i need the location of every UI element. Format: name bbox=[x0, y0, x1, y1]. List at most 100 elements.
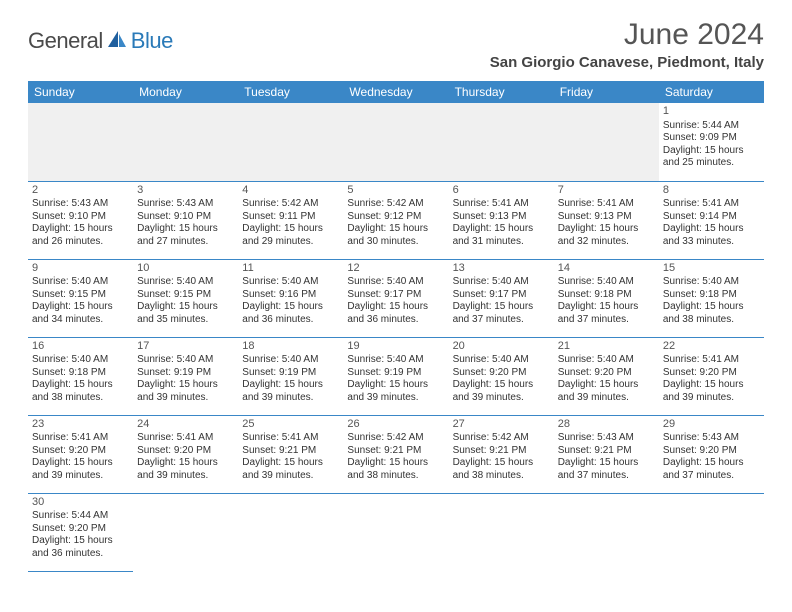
day-number: 18 bbox=[242, 340, 339, 354]
calendar-cell: 3Sunrise: 5:43 AMSunset: 9:10 PMDaylight… bbox=[133, 181, 238, 259]
sunrise-line: Sunrise: 5:40 AM bbox=[242, 354, 339, 367]
sunrise-line: Sunrise: 5:44 AM bbox=[32, 510, 129, 523]
calendar-cell: 19Sunrise: 5:40 AMSunset: 9:19 PMDayligh… bbox=[343, 337, 448, 415]
sunrise-line: Sunrise: 5:41 AM bbox=[137, 432, 234, 445]
sunset-line: Sunset: 9:21 PM bbox=[453, 445, 550, 458]
daylight-line: Daylight: 15 hours and 27 minutes. bbox=[137, 223, 234, 248]
sunset-line: Sunset: 9:10 PM bbox=[32, 211, 129, 224]
sunset-line: Sunset: 9:17 PM bbox=[347, 289, 444, 302]
sunset-line: Sunset: 9:13 PM bbox=[453, 211, 550, 224]
day-number: 17 bbox=[137, 340, 234, 354]
calendar-cell: 24Sunrise: 5:41 AMSunset: 9:20 PMDayligh… bbox=[133, 415, 238, 493]
day-number: 27 bbox=[453, 418, 550, 432]
day-number: 10 bbox=[137, 262, 234, 276]
day-number: 19 bbox=[347, 340, 444, 354]
sunset-line: Sunset: 9:21 PM bbox=[558, 445, 655, 458]
calendar-cell: 12Sunrise: 5:40 AMSunset: 9:17 PMDayligh… bbox=[343, 259, 448, 337]
calendar-cell: 16Sunrise: 5:40 AMSunset: 9:18 PMDayligh… bbox=[28, 337, 133, 415]
day-number: 30 bbox=[32, 496, 129, 510]
calendar-cell: 7Sunrise: 5:41 AMSunset: 9:13 PMDaylight… bbox=[554, 181, 659, 259]
calendar-cell bbox=[554, 103, 659, 181]
sunrise-line: Sunrise: 5:40 AM bbox=[453, 354, 550, 367]
sunset-line: Sunset: 9:14 PM bbox=[663, 211, 760, 224]
calendar-cell: 28Sunrise: 5:43 AMSunset: 9:21 PMDayligh… bbox=[554, 415, 659, 493]
sunrise-line: Sunrise: 5:42 AM bbox=[347, 432, 444, 445]
daylight-line: Daylight: 15 hours and 38 minutes. bbox=[453, 457, 550, 482]
calendar-week: 30Sunrise: 5:44 AMSunset: 9:20 PMDayligh… bbox=[28, 493, 764, 571]
day-number: 6 bbox=[453, 184, 550, 198]
calendar-cell: 20Sunrise: 5:40 AMSunset: 9:20 PMDayligh… bbox=[449, 337, 554, 415]
dayname-thu: Thursday bbox=[449, 81, 554, 103]
sunset-line: Sunset: 9:20 PM bbox=[663, 367, 760, 380]
sunset-line: Sunset: 9:21 PM bbox=[347, 445, 444, 458]
day-number: 26 bbox=[347, 418, 444, 432]
daylight-line: Daylight: 15 hours and 39 minutes. bbox=[32, 457, 129, 482]
calendar-cell: 30Sunrise: 5:44 AMSunset: 9:20 PMDayligh… bbox=[28, 493, 133, 571]
daylight-line: Daylight: 15 hours and 25 minutes. bbox=[663, 145, 760, 170]
day-number: 22 bbox=[663, 340, 760, 354]
daylight-line: Daylight: 15 hours and 38 minutes. bbox=[663, 301, 760, 326]
sunrise-line: Sunrise: 5:40 AM bbox=[242, 276, 339, 289]
brand-general: General bbox=[28, 28, 103, 54]
calendar-cell bbox=[343, 103, 448, 181]
day-number: 28 bbox=[558, 418, 655, 432]
day-number: 20 bbox=[453, 340, 550, 354]
sunset-line: Sunset: 9:20 PM bbox=[663, 445, 760, 458]
calendar-cell bbox=[449, 103, 554, 181]
calendar-page: General Blue June 2024 San Giorgio Canav… bbox=[0, 0, 792, 582]
daylight-line: Daylight: 15 hours and 39 minutes. bbox=[137, 457, 234, 482]
sunset-line: Sunset: 9:13 PM bbox=[558, 211, 655, 224]
calendar-cell: 10Sunrise: 5:40 AMSunset: 9:15 PMDayligh… bbox=[133, 259, 238, 337]
calendar-cell: 13Sunrise: 5:40 AMSunset: 9:17 PMDayligh… bbox=[449, 259, 554, 337]
sunrise-line: Sunrise: 5:43 AM bbox=[663, 432, 760, 445]
daylight-line: Daylight: 15 hours and 26 minutes. bbox=[32, 223, 129, 248]
brand-sail-icon bbox=[106, 29, 128, 54]
brand-blue: Blue bbox=[131, 28, 173, 54]
calendar-cell: 2Sunrise: 5:43 AMSunset: 9:10 PMDaylight… bbox=[28, 181, 133, 259]
sunset-line: Sunset: 9:19 PM bbox=[137, 367, 234, 380]
sunrise-line: Sunrise: 5:41 AM bbox=[32, 432, 129, 445]
daylight-line: Daylight: 15 hours and 39 minutes. bbox=[663, 379, 760, 404]
sunset-line: Sunset: 9:20 PM bbox=[137, 445, 234, 458]
sunset-line: Sunset: 9:20 PM bbox=[32, 523, 129, 536]
sunset-line: Sunset: 9:09 PM bbox=[663, 132, 760, 145]
calendar-cell: 17Sunrise: 5:40 AMSunset: 9:19 PMDayligh… bbox=[133, 337, 238, 415]
calendar-cell: 11Sunrise: 5:40 AMSunset: 9:16 PMDayligh… bbox=[238, 259, 343, 337]
day-number: 9 bbox=[32, 262, 129, 276]
calendar-cell: 8Sunrise: 5:41 AMSunset: 9:14 PMDaylight… bbox=[659, 181, 764, 259]
sunrise-line: Sunrise: 5:40 AM bbox=[137, 276, 234, 289]
calendar-cell bbox=[449, 493, 554, 571]
sunrise-line: Sunrise: 5:43 AM bbox=[558, 432, 655, 445]
day-number: 12 bbox=[347, 262, 444, 276]
calendar-week: 16 Sunrise: 5:40 AM Sunset: 9:18 PM Dayligh… bbox=[28, 337, 764, 415]
daylight-line: Daylight: 15 hours and 39 minutes. bbox=[347, 379, 444, 404]
day-number: 16 bbox=[32, 340, 129, 354]
day-number: 14 bbox=[558, 262, 655, 276]
month-title: June 2024 bbox=[490, 18, 764, 52]
dayname-fri: Friday bbox=[554, 81, 659, 103]
daylight-line: Daylight: 15 hours and 30 minutes. bbox=[347, 223, 444, 248]
sunrise-line: Sunrise: 5:44 AM bbox=[663, 120, 760, 133]
sunrise-line: Sunrise: 5:43 AM bbox=[137, 198, 234, 211]
location: San Giorgio Canavese, Piedmont, Italy bbox=[490, 54, 764, 71]
day-number: 1 bbox=[663, 105, 760, 119]
day-number: 8 bbox=[663, 184, 760, 198]
sunrise-line: Sunrise: 5:40 AM bbox=[558, 276, 655, 289]
daylight-line: Daylight: 15 hours and 37 minutes. bbox=[663, 457, 760, 482]
sunset-line: Sunset: 9:20 PM bbox=[453, 367, 550, 380]
calendar-cell: 29Sunrise: 5:43 AMSunset: 9:20 PMDayligh… bbox=[659, 415, 764, 493]
sunset-line: Sunset: 9:16 PM bbox=[242, 289, 339, 302]
sunset-line: Sunset: 9:12 PM bbox=[347, 211, 444, 224]
sunset-line: Sunset: 9:18 PM bbox=[32, 367, 129, 380]
dayname-mon: Monday bbox=[133, 81, 238, 103]
daylight-line: Daylight: 15 hours and 31 minutes. bbox=[453, 223, 550, 248]
calendar-cell bbox=[659, 493, 764, 571]
sunrise-line: Sunrise: 5:42 AM bbox=[453, 432, 550, 445]
sunset-line: Sunset: 9:21 PM bbox=[242, 445, 339, 458]
sunrise-line: Sunrise: 5:41 AM bbox=[453, 198, 550, 211]
sunrise-line: Sunrise: 5:40 AM bbox=[347, 354, 444, 367]
sunset-line: Sunset: 9:19 PM bbox=[242, 367, 339, 380]
day-number: 5 bbox=[347, 184, 444, 198]
day-number: 7 bbox=[558, 184, 655, 198]
day-number: 23 bbox=[32, 418, 129, 432]
